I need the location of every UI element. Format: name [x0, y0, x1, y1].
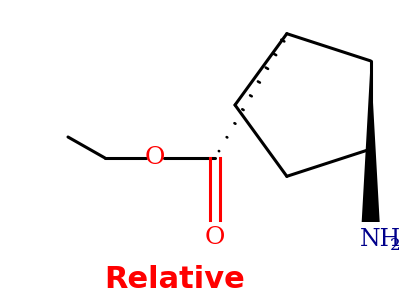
- Polygon shape: [362, 61, 380, 222]
- Text: O: O: [145, 146, 165, 170]
- Text: O: O: [205, 226, 225, 250]
- Text: Relative: Relative: [104, 265, 245, 293]
- Text: NH: NH: [360, 229, 401, 251]
- Text: 2: 2: [390, 238, 400, 254]
